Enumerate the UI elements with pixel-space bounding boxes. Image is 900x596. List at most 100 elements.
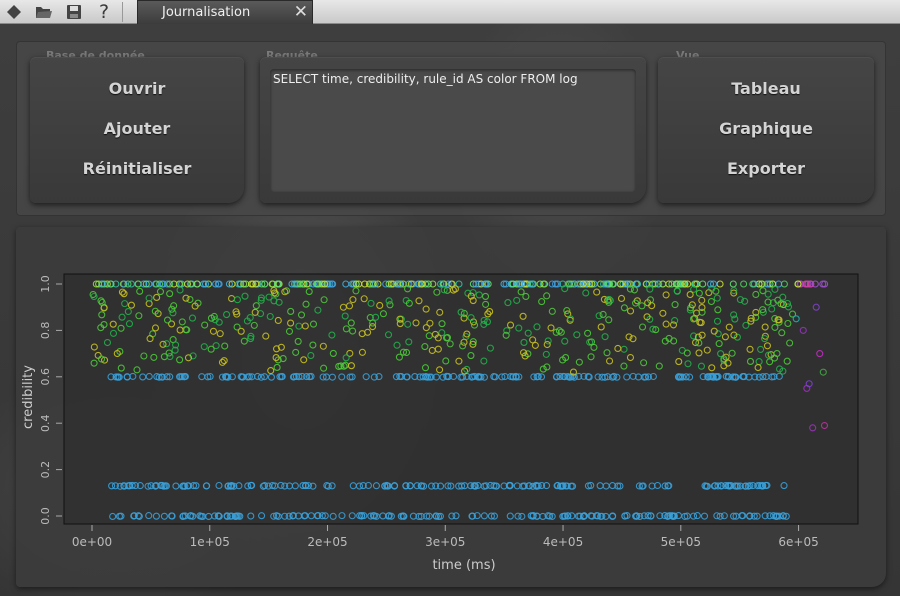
data-point bbox=[715, 340, 723, 348]
data-point bbox=[218, 358, 227, 366]
data-point bbox=[684, 360, 692, 368]
save-icon[interactable] bbox=[64, 2, 84, 22]
data-point bbox=[532, 481, 540, 489]
data-point bbox=[713, 317, 722, 325]
data-point bbox=[224, 373, 232, 381]
data-point bbox=[594, 373, 602, 381]
data-point bbox=[347, 319, 355, 327]
open-button[interactable]: Ouvrir bbox=[108, 79, 166, 98]
data-point bbox=[314, 512, 322, 520]
data-point bbox=[109, 329, 118, 337]
data-point bbox=[274, 280, 282, 288]
data-point bbox=[252, 280, 260, 288]
data-point bbox=[746, 512, 754, 520]
data-point bbox=[128, 481, 136, 489]
data-point bbox=[108, 482, 116, 490]
data-point bbox=[124, 280, 132, 288]
data-point bbox=[725, 323, 733, 331]
data-point bbox=[436, 280, 445, 288]
data-point bbox=[559, 512, 567, 520]
data-point bbox=[688, 301, 696, 309]
data-point bbox=[251, 308, 259, 316]
diamond-icon[interactable] bbox=[4, 2, 24, 22]
data-point bbox=[100, 280, 108, 288]
tab-journalisation[interactable]: Journalisation ✕ bbox=[137, 0, 313, 24]
data-point bbox=[416, 373, 424, 381]
data-point bbox=[784, 319, 792, 328]
data-point bbox=[405, 338, 413, 346]
data-point bbox=[644, 299, 652, 307]
data-point bbox=[179, 482, 187, 490]
folder-open-icon[interactable] bbox=[34, 2, 54, 22]
data-point bbox=[348, 280, 356, 288]
data-point bbox=[529, 512, 537, 520]
data-point bbox=[470, 321, 479, 329]
data-point bbox=[301, 322, 309, 330]
data-point bbox=[794, 280, 802, 288]
reset-button[interactable]: Réinitialiser bbox=[82, 159, 192, 178]
add-button[interactable]: Ajouter bbox=[103, 119, 171, 138]
data-point bbox=[406, 482, 414, 490]
data-point bbox=[490, 482, 498, 490]
data-point bbox=[756, 482, 764, 490]
data-point bbox=[460, 314, 468, 322]
data-point bbox=[610, 372, 618, 380]
data-point bbox=[436, 308, 444, 316]
data-point bbox=[563, 307, 571, 315]
chart-panel: 0.0 0.2 0.4 0.6 0.8 1.0 0e+00 1e+05 2e+05 3e+05 4… bbox=[16, 227, 886, 587]
data-point bbox=[461, 367, 469, 375]
data-point bbox=[171, 346, 179, 354]
data-point bbox=[257, 296, 265, 304]
data-point bbox=[261, 481, 269, 490]
x-axis-label: time (ms) bbox=[432, 558, 495, 573]
data-point bbox=[670, 337, 678, 345]
close-icon[interactable]: ✕ bbox=[293, 2, 308, 22]
data-point bbox=[118, 313, 126, 321]
data-point bbox=[529, 482, 537, 490]
data-point bbox=[335, 362, 343, 370]
data-point bbox=[290, 280, 298, 288]
data-point bbox=[665, 482, 673, 490]
data-point bbox=[367, 299, 375, 307]
table-button[interactable]: Tableau bbox=[731, 79, 801, 98]
data-point bbox=[525, 482, 533, 490]
help-icon[interactable]: ? bbox=[98, 1, 110, 23]
data-point bbox=[649, 325, 657, 333]
data-point bbox=[237, 327, 245, 335]
data-point bbox=[360, 295, 368, 303]
data-point bbox=[460, 338, 468, 346]
graph-button[interactable]: Graphique bbox=[719, 119, 813, 138]
data-point bbox=[629, 335, 637, 343]
data-point bbox=[514, 512, 522, 520]
data-point bbox=[158, 373, 166, 381]
data-point bbox=[543, 292, 551, 300]
data-point bbox=[124, 307, 132, 316]
data-point bbox=[576, 512, 584, 520]
data-point bbox=[807, 280, 815, 288]
data-point bbox=[763, 280, 771, 288]
data-point bbox=[214, 280, 222, 288]
data-point bbox=[518, 512, 526, 520]
data-point bbox=[710, 482, 718, 490]
data-point bbox=[647, 512, 655, 520]
data-point bbox=[695, 349, 703, 357]
data-point bbox=[617, 280, 625, 288]
data-point bbox=[770, 512, 778, 520]
data-point bbox=[697, 362, 706, 370]
data-point bbox=[736, 296, 744, 304]
export-button[interactable]: Exporter bbox=[727, 159, 805, 178]
data-point bbox=[766, 280, 774, 288]
data-point bbox=[364, 328, 372, 336]
data-point bbox=[586, 280, 594, 288]
query-input[interactable]: SELECT time, credibility, rule_id AS col… bbox=[270, 69, 636, 192]
data-point bbox=[207, 314, 215, 322]
data-point bbox=[712, 373, 721, 381]
data-point bbox=[429, 280, 437, 288]
data-point bbox=[602, 482, 610, 490]
data-point bbox=[197, 512, 205, 520]
data-point bbox=[424, 280, 432, 288]
data-point bbox=[440, 286, 448, 294]
data-point bbox=[421, 343, 429, 351]
data-point bbox=[402, 482, 410, 490]
data-point bbox=[648, 482, 656, 490]
